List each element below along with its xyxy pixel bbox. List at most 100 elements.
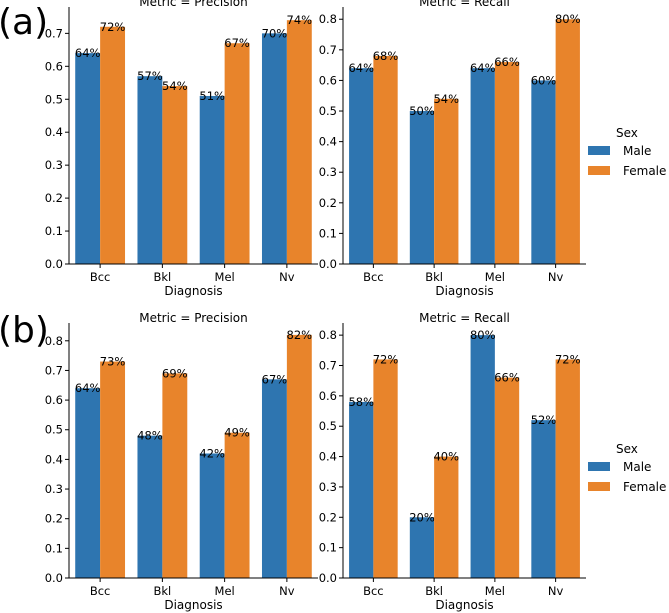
y-tick-label: 0.4 xyxy=(45,125,63,139)
y-tick-label: 0.3 xyxy=(45,158,63,172)
data-label: 66% xyxy=(494,55,520,69)
y-tick-label: 0.8 xyxy=(45,334,63,348)
y-tick-label: 0.1 xyxy=(319,226,337,240)
y-tick-label: 0.2 xyxy=(45,512,63,526)
data-label: 64% xyxy=(75,46,101,60)
bar-male-nv xyxy=(261,33,287,264)
y-tick-label: 0.3 xyxy=(319,480,337,494)
bar-male-bkl xyxy=(137,435,163,578)
panel-label-a: (a) xyxy=(0,2,48,43)
bar-female-nv xyxy=(555,359,580,578)
x-axis-label: Diagnosis xyxy=(164,598,222,612)
data-label: 80% xyxy=(470,328,496,342)
y-tick-label: 0.1 xyxy=(45,541,63,555)
data-label: 52% xyxy=(531,413,557,427)
y-tick-label: 0.0 xyxy=(45,257,63,271)
data-label: 54% xyxy=(433,92,459,106)
y-tick-label: 0.0 xyxy=(319,571,337,585)
data-label: 72% xyxy=(555,352,581,366)
y-tick-label: 0.3 xyxy=(45,482,63,496)
legend-label-male: Male xyxy=(623,144,651,158)
y-tick-label: 0.5 xyxy=(319,419,337,433)
y-tick-label: 0.7 xyxy=(45,26,63,40)
y-tick-label: 0.2 xyxy=(45,191,63,205)
y-tick-label: 0.2 xyxy=(319,510,337,524)
bar-female-bcc xyxy=(373,359,398,578)
bar-female-nv xyxy=(555,19,580,264)
x-tick-label: Bcc xyxy=(363,584,384,598)
y-tick-label: 0.7 xyxy=(319,43,337,57)
legend-label-female: Female xyxy=(623,480,666,494)
data-label: 66% xyxy=(494,371,520,385)
data-label: 73% xyxy=(100,355,126,369)
x-tick-label: Mel xyxy=(215,584,235,598)
x-tick-label: Nv xyxy=(548,584,564,598)
chart-3: 64% 48% 42% 67% 73% 69% 49% 82% 0.0 0.1 0.2 0.3 0.4 0… xyxy=(45,311,318,612)
legend-title: Sex xyxy=(616,126,638,140)
y-tick-label: 0.1 xyxy=(45,224,63,238)
chart-title: Metric = Precision xyxy=(139,311,248,325)
charts-area: 64% 57% 51% 70% 72% 54% 67% 74% 0.0 0.1 0.2 0.3 0.4 0… xyxy=(45,0,586,612)
data-label: 54% xyxy=(162,79,188,93)
data-label: 70% xyxy=(262,26,288,40)
x-axis-label: Diagnosis xyxy=(164,284,222,298)
bar-male-mel xyxy=(199,453,225,578)
bar-female-bcc xyxy=(100,26,126,264)
y-tick-label: 0.4 xyxy=(319,450,337,464)
bar-female-bcc xyxy=(100,361,126,578)
x-tick-label: Nv xyxy=(279,270,295,284)
y-tick-label: 0.6 xyxy=(319,389,337,403)
data-label: 20% xyxy=(409,510,435,524)
y-tick-label: 0.8 xyxy=(319,328,337,342)
data-label: 60% xyxy=(531,73,557,87)
bar-female-bkl xyxy=(162,373,188,578)
data-label: 64% xyxy=(348,61,374,75)
legend-label-female: Female xyxy=(623,164,666,178)
x-tick-label: Nv xyxy=(548,270,564,284)
y-tick-label: 0.8 xyxy=(319,12,337,26)
data-label: 64% xyxy=(75,381,101,395)
y-tick-label: 0.6 xyxy=(319,73,337,87)
panel-label-b: (b) xyxy=(0,310,49,351)
data-label: 57% xyxy=(137,69,163,83)
legend-label-male: Male xyxy=(623,460,651,474)
data-label: 48% xyxy=(137,429,163,443)
legend-swatch-female xyxy=(588,166,610,175)
data-label: 80% xyxy=(555,12,581,26)
x-tick-label: Bcc xyxy=(90,584,111,598)
chart-2: 64% 50% 64% 60% 68% 54% 66% 80% 0.0 0.1 0.2 0.3 0.4 0… xyxy=(319,0,586,298)
legends: Sex Male Female Sex Male Female xyxy=(588,126,666,494)
data-label: 64% xyxy=(470,61,496,75)
bar-female-bkl xyxy=(162,86,188,264)
x-tick-label: Bkl xyxy=(425,584,443,598)
bar-male-bkl xyxy=(137,76,163,264)
bar-male-nv xyxy=(261,379,287,578)
chart-title: Metric = Recall xyxy=(419,311,510,325)
legend-swatch-female xyxy=(588,482,610,491)
y-tick-label: 0.5 xyxy=(45,92,63,106)
legend-swatch-male xyxy=(588,462,610,471)
data-label: 50% xyxy=(409,104,435,118)
y-tick-label: 0.2 xyxy=(319,196,337,210)
data-label: 67% xyxy=(224,36,250,50)
bar-female-bkl xyxy=(434,98,459,264)
y-tick-label: 0.5 xyxy=(45,423,63,437)
x-tick-label: Bkl xyxy=(154,584,172,598)
bar-male-mel xyxy=(470,68,495,264)
legend-1: Sex Male Female xyxy=(588,126,666,178)
chart-4: 58% 20% 80% 52% 72% 40% 66% 72% 0.0 0.1 0.2 0.3 0.4 0… xyxy=(319,311,586,612)
data-label: 74% xyxy=(287,13,313,27)
bar-female-mel xyxy=(494,377,520,578)
bar-female-bcc xyxy=(373,55,398,265)
y-tick-label: 0.0 xyxy=(45,571,63,585)
data-label: 49% xyxy=(224,426,250,440)
data-label: 72% xyxy=(373,352,399,366)
bar-female-bkl xyxy=(434,456,459,578)
data-label: 42% xyxy=(199,446,225,460)
y-tick-label: 0.7 xyxy=(319,359,337,373)
y-tick-label: 0.6 xyxy=(45,393,63,407)
data-label: 69% xyxy=(162,366,188,380)
chart-title: Metric = Precision xyxy=(139,0,248,9)
bar-female-nv xyxy=(286,334,312,578)
